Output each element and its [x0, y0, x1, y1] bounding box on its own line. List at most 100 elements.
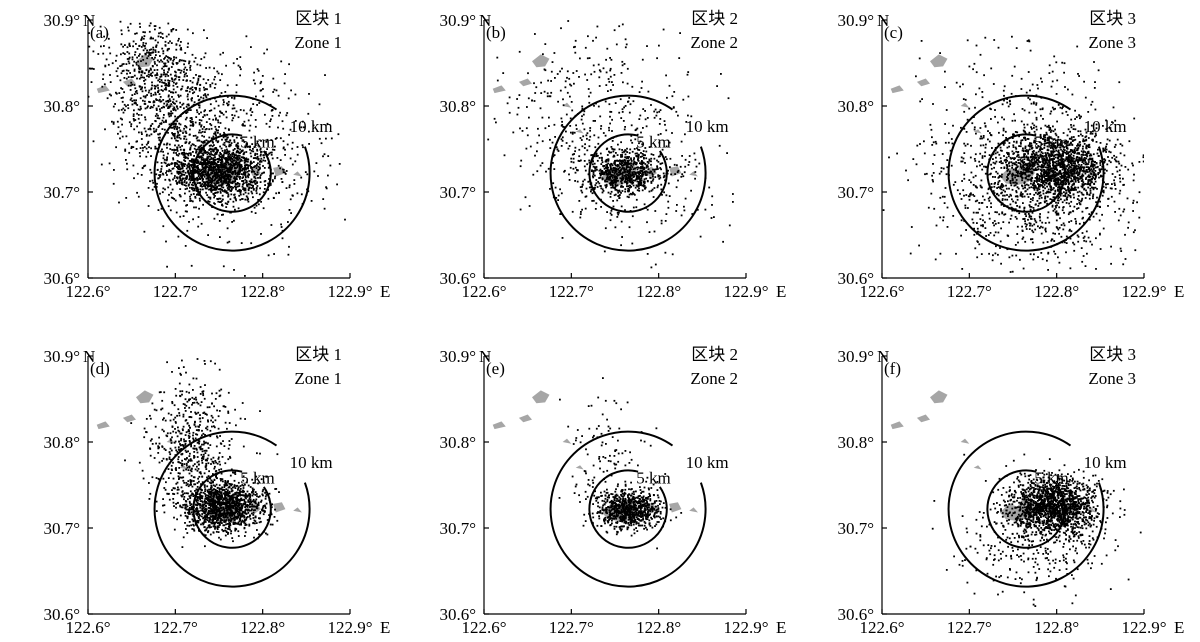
data-point — [93, 68, 95, 70]
data-point — [253, 161, 255, 163]
data-point — [665, 156, 667, 158]
data-point — [628, 196, 630, 198]
zone-label-cn: 区块 2 — [691, 9, 738, 28]
data-point — [213, 67, 215, 69]
data-point — [590, 191, 592, 193]
data-point — [140, 60, 142, 62]
data-point — [162, 53, 164, 55]
data-point — [177, 168, 179, 170]
data-point — [205, 82, 207, 84]
data-point — [598, 106, 600, 108]
data-point — [545, 127, 547, 129]
data-point — [562, 136, 564, 138]
data-point — [1119, 178, 1121, 180]
data-point — [169, 98, 171, 100]
data-point — [194, 101, 196, 103]
data-point — [108, 47, 110, 49]
data-point — [180, 195, 182, 197]
data-point — [294, 160, 296, 162]
data-point — [669, 85, 671, 87]
data-point — [165, 45, 167, 47]
data-point — [222, 199, 224, 201]
data-point — [249, 125, 251, 127]
data-point — [139, 23, 141, 25]
data-point — [143, 80, 145, 82]
data-point — [716, 85, 718, 87]
data-point — [244, 121, 246, 123]
data-point — [169, 148, 171, 150]
data-point — [158, 51, 160, 53]
data-point — [141, 36, 143, 38]
data-point — [144, 87, 146, 89]
data-point — [234, 98, 236, 100]
data-point — [260, 181, 262, 183]
data-point — [168, 164, 170, 166]
data-point — [1100, 164, 1102, 166]
data-point — [180, 49, 182, 51]
data-point — [120, 131, 122, 133]
data-point — [338, 133, 340, 135]
data-point — [212, 145, 214, 147]
data-point — [289, 209, 291, 211]
data-point — [199, 107, 201, 109]
data-point — [193, 61, 195, 63]
data-point — [170, 184, 172, 186]
data-point — [684, 166, 686, 168]
data-point — [154, 25, 156, 27]
data-point — [637, 176, 639, 178]
data-point — [251, 193, 253, 195]
data-point — [979, 165, 981, 167]
data-point — [689, 155, 691, 157]
data-point — [1120, 152, 1122, 154]
data-point — [223, 101, 225, 103]
data-point — [179, 176, 181, 178]
data-point — [179, 182, 181, 184]
data-point — [197, 226, 199, 228]
data-point — [142, 70, 144, 72]
data-point — [166, 158, 168, 160]
data-point — [232, 160, 234, 162]
data-point — [286, 187, 288, 189]
data-point — [165, 172, 167, 174]
data-point — [229, 187, 231, 189]
data-point — [260, 155, 262, 157]
data-point — [174, 175, 176, 177]
zone-label-cn: 区块 1 — [295, 9, 342, 28]
data-point — [1085, 190, 1087, 192]
data-point — [676, 186, 678, 188]
data-point — [163, 74, 165, 76]
data-point — [160, 168, 162, 170]
data-point — [1088, 161, 1090, 163]
data-point — [225, 139, 227, 141]
data-point — [259, 176, 261, 178]
data-point — [251, 211, 253, 213]
data-point — [183, 149, 185, 151]
data-point — [225, 206, 227, 208]
data-point — [125, 105, 127, 107]
data-point — [197, 179, 199, 181]
data-point — [1058, 206, 1060, 208]
data-point — [217, 161, 219, 163]
data-point — [209, 166, 211, 168]
data-point — [256, 104, 258, 106]
data-point — [210, 178, 212, 180]
data-point — [684, 210, 686, 212]
data-point — [336, 184, 338, 186]
data-point — [227, 171, 229, 173]
data-point — [240, 109, 242, 111]
data-point — [256, 205, 258, 207]
data-point — [212, 170, 214, 172]
data-point — [624, 126, 626, 128]
data-point — [257, 162, 259, 164]
data-point — [163, 72, 165, 74]
data-point — [595, 202, 597, 204]
data-point — [221, 139, 223, 141]
data-point — [204, 182, 206, 184]
data-point — [607, 154, 609, 156]
data-point — [126, 73, 128, 75]
data-point — [164, 64, 166, 66]
data-point — [324, 208, 326, 210]
data-point — [649, 172, 651, 174]
data-point — [581, 139, 583, 141]
data-point — [199, 198, 201, 200]
